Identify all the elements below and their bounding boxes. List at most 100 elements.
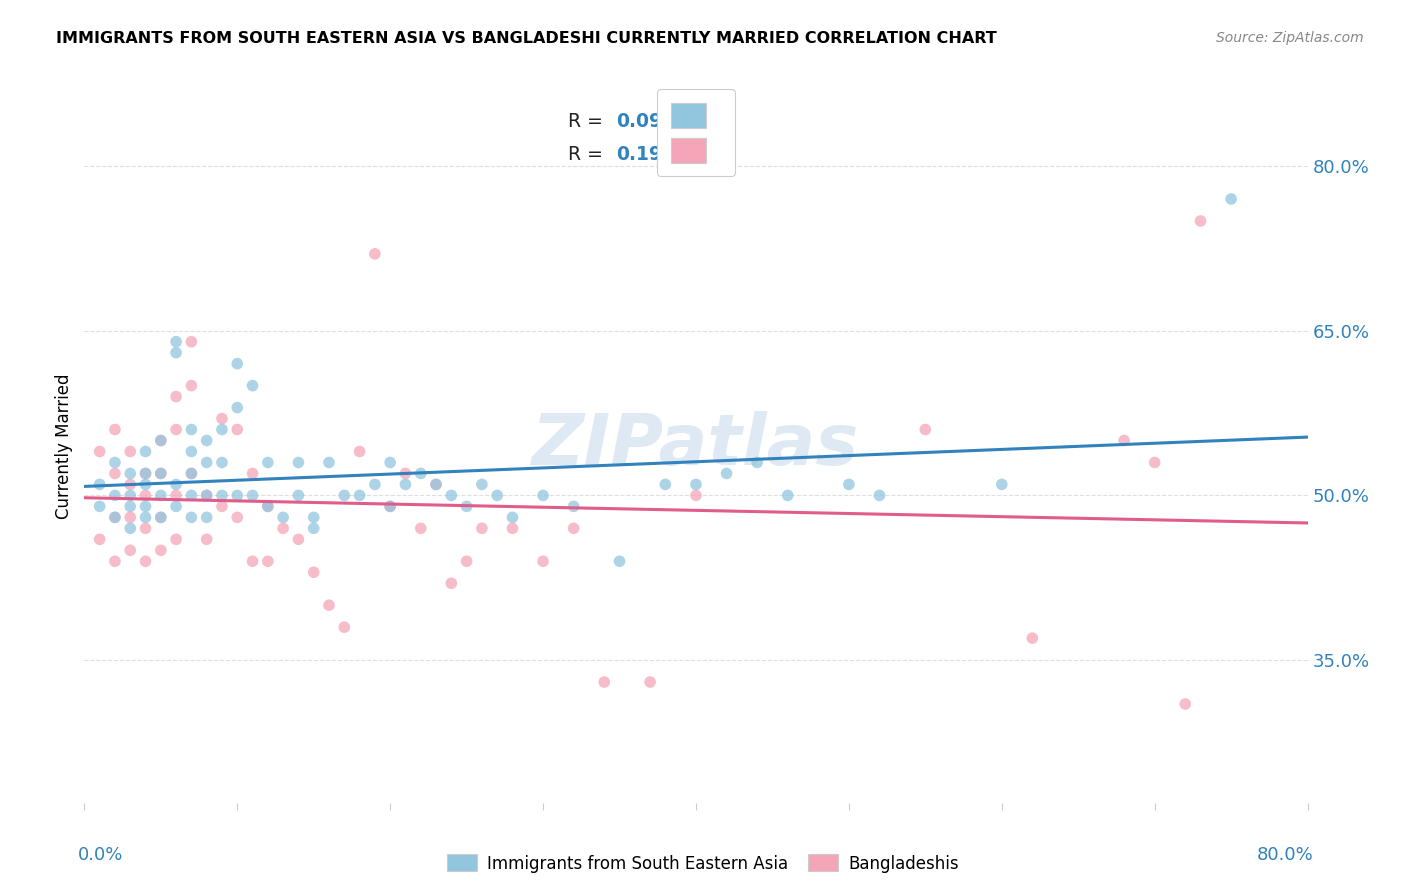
Point <box>211 500 233 514</box>
Point <box>120 488 142 502</box>
Point <box>149 467 172 481</box>
Point <box>838 477 860 491</box>
Point <box>409 521 432 535</box>
Point <box>364 477 387 491</box>
Point <box>502 510 524 524</box>
Point <box>747 455 769 469</box>
Point <box>991 477 1014 491</box>
Point <box>165 423 187 437</box>
Point <box>226 423 249 437</box>
Text: N =: N = <box>664 145 717 164</box>
Point <box>226 488 249 502</box>
Point <box>104 488 127 502</box>
Point <box>1114 434 1136 448</box>
Point <box>211 455 233 469</box>
Text: 0.192: 0.192 <box>616 145 675 164</box>
Point <box>456 554 478 568</box>
Point <box>180 334 202 349</box>
Point <box>89 533 111 547</box>
Point <box>226 510 249 524</box>
Text: 0.098: 0.098 <box>616 112 676 131</box>
Point <box>135 521 157 535</box>
Point <box>89 477 111 491</box>
Point <box>318 455 340 469</box>
Point <box>135 488 157 502</box>
Point <box>165 488 187 502</box>
Point <box>349 444 371 458</box>
Point <box>364 247 387 261</box>
Point <box>380 500 402 514</box>
Point <box>135 554 157 568</box>
Point <box>195 533 218 547</box>
Point <box>394 477 416 491</box>
Point <box>271 510 294 524</box>
Point <box>302 521 325 535</box>
Point <box>716 467 738 481</box>
Point <box>440 488 463 502</box>
Point <box>180 444 202 458</box>
Point <box>195 434 218 448</box>
Text: 80.0%: 80.0% <box>1257 846 1313 863</box>
Point <box>302 566 325 580</box>
Point <box>333 488 356 502</box>
Point <box>104 554 127 568</box>
Point <box>165 345 187 359</box>
Point <box>180 423 202 437</box>
Point <box>89 500 111 514</box>
Point <box>380 500 402 514</box>
Point <box>609 554 631 568</box>
Point <box>287 455 309 469</box>
Point <box>349 488 371 502</box>
Point <box>226 401 249 415</box>
Point <box>180 378 202 392</box>
Point <box>531 554 554 568</box>
Point <box>318 598 340 612</box>
Text: R =: R = <box>568 145 609 164</box>
Point <box>593 675 616 690</box>
Point <box>409 467 432 481</box>
Point <box>502 521 524 535</box>
Text: 61: 61 <box>709 145 734 164</box>
Point <box>394 467 416 481</box>
Point <box>165 500 187 514</box>
Point <box>135 510 157 524</box>
Point <box>120 500 142 514</box>
Legend: , : , <box>657 89 735 176</box>
Point <box>135 467 157 481</box>
Point <box>104 423 127 437</box>
Point <box>120 521 142 535</box>
Text: IMMIGRANTS FROM SOUTH EASTERN ASIA VS BANGLADESHI CURRENTLY MARRIED CORRELATION : IMMIGRANTS FROM SOUTH EASTERN ASIA VS BA… <box>56 31 997 46</box>
Point <box>242 554 264 568</box>
Legend: Immigrants from South Eastern Asia, Bangladeshis: Immigrants from South Eastern Asia, Bang… <box>440 847 966 880</box>
Point <box>149 510 172 524</box>
Point <box>135 477 157 491</box>
Point <box>242 488 264 502</box>
Point <box>486 488 509 502</box>
Point <box>120 543 142 558</box>
Point <box>1021 631 1043 645</box>
Point <box>562 500 585 514</box>
Point <box>685 488 707 502</box>
Point <box>654 477 676 491</box>
Point <box>149 467 172 481</box>
Point <box>195 488 218 502</box>
Point <box>120 467 142 481</box>
Point <box>471 521 494 535</box>
Point <box>914 423 936 437</box>
Point <box>89 444 111 458</box>
Point <box>1220 192 1243 206</box>
Point <box>425 477 447 491</box>
Point <box>104 467 127 481</box>
Text: 0.0%: 0.0% <box>79 846 124 863</box>
Point <box>380 455 402 469</box>
Point <box>211 423 233 437</box>
Point <box>333 620 356 634</box>
Text: R =: R = <box>568 112 609 131</box>
Point <box>180 488 202 502</box>
Point <box>149 434 172 448</box>
Point <box>135 444 157 458</box>
Point <box>211 411 233 425</box>
Point <box>776 488 799 502</box>
Point <box>425 477 447 491</box>
Point <box>287 533 309 547</box>
